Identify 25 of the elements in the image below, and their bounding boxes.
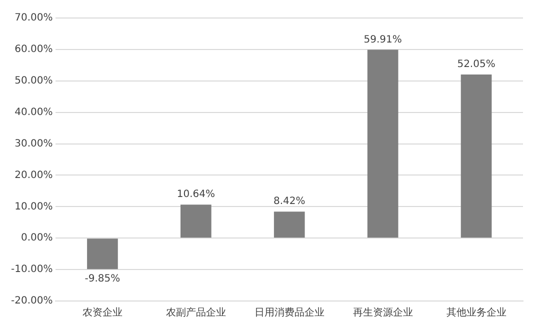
data-label: -9.85% bbox=[84, 274, 120, 285]
bar bbox=[367, 50, 398, 238]
bar bbox=[87, 238, 118, 270]
bar bbox=[180, 204, 212, 238]
y-tick-label: 0.00% bbox=[20, 232, 53, 244]
y-tick-label: 60.00% bbox=[14, 44, 53, 56]
bar bbox=[274, 212, 305, 238]
x-tick-label: 农资企业 bbox=[82, 306, 122, 319]
y-tick-label: 20.00% bbox=[14, 170, 53, 181]
y-tick-label: -20.00% bbox=[10, 296, 53, 307]
y-tick-label: 40.00% bbox=[14, 106, 53, 118]
y-tick-label: -10.00% bbox=[10, 264, 53, 276]
y-tick-label: 50.00% bbox=[14, 75, 53, 86]
data-label: 52.05% bbox=[457, 59, 496, 70]
x-tick-label: 日用消费品企业 bbox=[254, 306, 324, 319]
y-tick-label: 30.00% bbox=[14, 138, 53, 150]
bar bbox=[460, 74, 492, 238]
data-label: 8.42% bbox=[273, 196, 306, 208]
data-label: 59.91% bbox=[364, 34, 402, 46]
y-tick-label: 70.00% bbox=[14, 12, 53, 24]
x-tick-label: 再生资源企业 bbox=[352, 306, 413, 319]
x-tick-label: 农副产品企业 bbox=[166, 306, 226, 319]
y-tick-label: 10.00% bbox=[14, 201, 53, 212]
x-tick-label: 其他业务企业 bbox=[446, 306, 506, 319]
data-label: 10.64% bbox=[176, 189, 215, 200]
